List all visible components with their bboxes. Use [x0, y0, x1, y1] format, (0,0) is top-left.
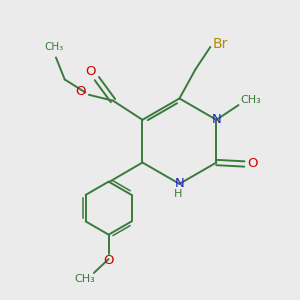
Text: N: N	[175, 177, 184, 190]
Text: O: O	[85, 65, 96, 78]
Text: O: O	[248, 158, 258, 170]
Text: O: O	[103, 254, 114, 267]
Text: N: N	[212, 113, 221, 126]
Text: CH₃: CH₃	[45, 42, 64, 52]
Text: H: H	[174, 189, 182, 199]
Text: O: O	[75, 85, 86, 98]
Text: CH₃: CH₃	[75, 274, 95, 284]
Text: Br: Br	[213, 37, 228, 51]
Text: CH₃: CH₃	[241, 95, 261, 105]
